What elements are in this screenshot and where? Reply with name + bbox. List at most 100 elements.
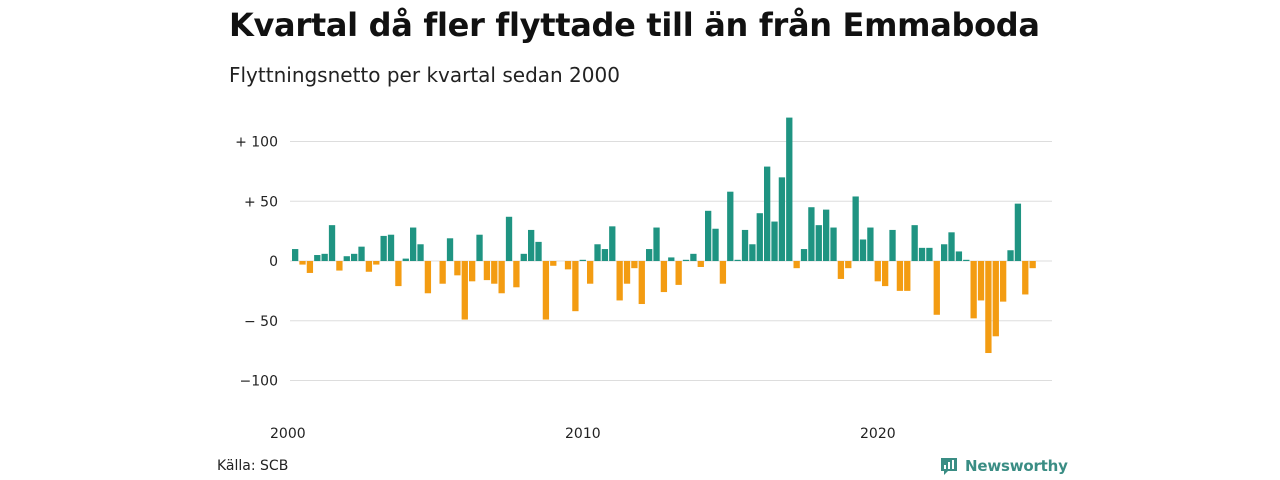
- bar: [668, 257, 675, 261]
- y-tick-label: + 100: [235, 135, 278, 151]
- bar: [351, 253, 358, 261]
- bar: [874, 261, 881, 282]
- x-tick-label: 2020: [860, 426, 896, 442]
- bar: [454, 261, 461, 276]
- bar: [380, 235, 387, 262]
- brand-logo: Newsworthy: [939, 456, 1068, 476]
- bar: [1029, 261, 1036, 269]
- bar: [793, 261, 800, 269]
- bar: [1022, 261, 1029, 295]
- chart-subtitle: Flyttningsnetto per kvartal sedan 2000: [229, 63, 620, 87]
- bar: [941, 244, 948, 261]
- bar: [498, 261, 505, 294]
- bar: [402, 258, 409, 261]
- bar: [631, 261, 638, 269]
- bar: [985, 261, 992, 354]
- bar: [594, 244, 601, 261]
- bar: [933, 261, 940, 315]
- bar: [572, 261, 579, 312]
- bar: [749, 244, 756, 261]
- y-tick-label: 0: [269, 254, 278, 270]
- bar: [660, 261, 668, 293]
- bar: [889, 229, 896, 261]
- bar: [690, 253, 697, 261]
- bar: [786, 117, 793, 261]
- bar: [867, 227, 874, 261]
- bar: [505, 216, 513, 261]
- bar: [439, 261, 446, 284]
- chart-title: Kvartal då fler flyttade till än från Em…: [229, 6, 1040, 44]
- bar: [373, 261, 380, 265]
- bars: [292, 117, 1036, 354]
- bar: [609, 226, 616, 261]
- bar: [528, 229, 535, 261]
- bar: [830, 227, 837, 261]
- bar: [675, 261, 682, 285]
- bar: [579, 259, 586, 262]
- bar: [719, 261, 727, 284]
- bar: [358, 246, 365, 261]
- bar: [918, 247, 926, 261]
- bar: [638, 261, 645, 305]
- bar: [896, 261, 904, 291]
- bar: [542, 261, 550, 320]
- y-tick-label: + 50: [244, 194, 278, 210]
- bar: [321, 253, 328, 261]
- bar: [461, 261, 468, 320]
- bar: [1014, 203, 1022, 261]
- bar: [587, 261, 594, 284]
- bar: [970, 261, 977, 319]
- bar: [469, 261, 476, 282]
- bar: [328, 225, 336, 261]
- bar: [771, 221, 778, 261]
- bar: [712, 228, 719, 262]
- bar: [697, 261, 704, 267]
- bar: [491, 261, 498, 284]
- bar: [299, 261, 306, 265]
- bar: [343, 256, 350, 261]
- bar: [483, 261, 491, 281]
- bar: [653, 227, 660, 261]
- bar: [476, 234, 483, 261]
- bar: [365, 261, 373, 272]
- bar: [756, 213, 763, 261]
- bar: [955, 251, 963, 261]
- bar: [535, 241, 542, 261]
- bar: [837, 261, 845, 279]
- bar: [306, 261, 314, 273]
- bar: [823, 209, 830, 262]
- source-note: Källa: SCB: [217, 458, 289, 474]
- bar: [845, 261, 852, 269]
- bar: [314, 255, 321, 262]
- bar: [682, 259, 690, 262]
- bar: [550, 261, 557, 266]
- bar: [616, 261, 623, 301]
- brand-name: Newsworthy: [965, 457, 1068, 475]
- bar: [963, 259, 970, 262]
- bar: [417, 244, 424, 261]
- bar: [852, 196, 859, 261]
- bar: [778, 177, 786, 261]
- bar: [336, 261, 343, 271]
- bar: [727, 191, 734, 261]
- x-axis: 2000 2010 2020: [270, 426, 896, 442]
- bar: [859, 239, 867, 261]
- bar: [705, 210, 712, 261]
- bar: [800, 249, 808, 261]
- bar: [623, 261, 631, 284]
- bar: [992, 261, 999, 337]
- bar: [513, 261, 520, 288]
- bar: [520, 253, 527, 261]
- bar: [601, 249, 609, 261]
- bar: [734, 259, 741, 262]
- newsworthy-logo-icon: [941, 458, 957, 475]
- bar: [948, 232, 955, 261]
- bar: [395, 261, 402, 287]
- bar: [424, 261, 432, 294]
- bar: [977, 261, 985, 301]
- bar: [1000, 261, 1007, 302]
- bar: [904, 261, 911, 291]
- y-axis: + 100 + 50 0 − 50 −100: [235, 135, 278, 390]
- bar: [646, 249, 653, 261]
- bar: [926, 247, 933, 261]
